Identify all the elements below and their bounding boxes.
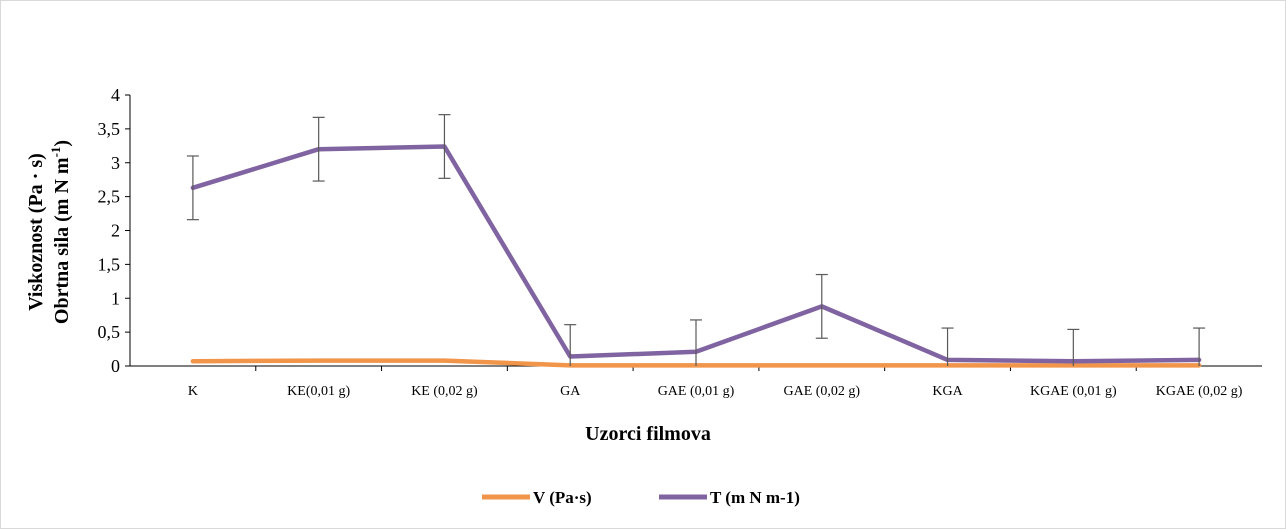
x-category-label: GAE (0,02 g) [783, 384, 860, 399]
y-tick-label: 0 [111, 356, 120, 376]
x-category-label: GA [560, 384, 581, 399]
x-category-label: KE(0,01 g) [287, 384, 350, 399]
y-axis-title-line1-group: Viskoznost (Pa · s) [25, 153, 47, 311]
y-axis-title-line1: Viskoznost (Pa · s) [25, 153, 47, 311]
legend-label-t: T (m N m-1) [710, 488, 800, 507]
y-tick-label: 3,5 [98, 119, 121, 139]
x-axis-title: Uzorci filmova [585, 423, 711, 445]
error-bar [438, 114, 451, 179]
y-axis-title-line2-end: ) [51, 140, 73, 147]
x-axis-categories: K KE(0,01 g) KE (0,02 g) GA GAE (0,01 g) GAE … [188, 366, 1243, 399]
error-bar [564, 324, 577, 366]
x-category-label: KE (0,02 g) [411, 384, 478, 399]
y-tick-label: 2,5 [98, 187, 121, 207]
y-axis-ticks: 0 0,5 1 1,5 2 2,5 3 3,5 4 [98, 85, 130, 376]
y-tick-label: 2 [111, 221, 120, 241]
y-axis-title-line2: Obrtna sila (m N m-1) [48, 140, 73, 324]
y-tick-label: 0,5 [98, 322, 121, 342]
error-bar [1067, 328, 1080, 366]
legend-label-v: V (Pa·s) [533, 488, 592, 507]
x-category-label: KGA [932, 384, 963, 399]
y-tick-label: 1 [111, 288, 120, 308]
y-axis-title-line2-group: Obrtna sila (m N m-1) [48, 140, 73, 324]
y-axis-title-line2-main: Obrtna sila (m N m [51, 157, 73, 324]
error-bar [1193, 327, 1206, 366]
error-bar [690, 319, 702, 366]
y-tick-label: 1,5 [98, 254, 121, 274]
x-category-label: K [188, 384, 198, 399]
error-bar [815, 273, 828, 339]
error-bars [186, 114, 1206, 366]
x-category-label: GAE (0,01 g) [658, 384, 735, 399]
y-tick-label: 3 [111, 153, 120, 173]
legend: V (Pa·s) T (m N m-1) [482, 488, 800, 507]
error-bar [312, 116, 325, 182]
y-tick-label: 4 [111, 85, 120, 105]
error-bar [941, 327, 954, 366]
x-category-label: KGAE (0,02 g) [1156, 384, 1243, 399]
x-category-label: KGAE (0,01 g) [1030, 384, 1117, 399]
error-bar [186, 155, 199, 221]
y-axis-title-line2-sup: -1 [48, 147, 63, 158]
